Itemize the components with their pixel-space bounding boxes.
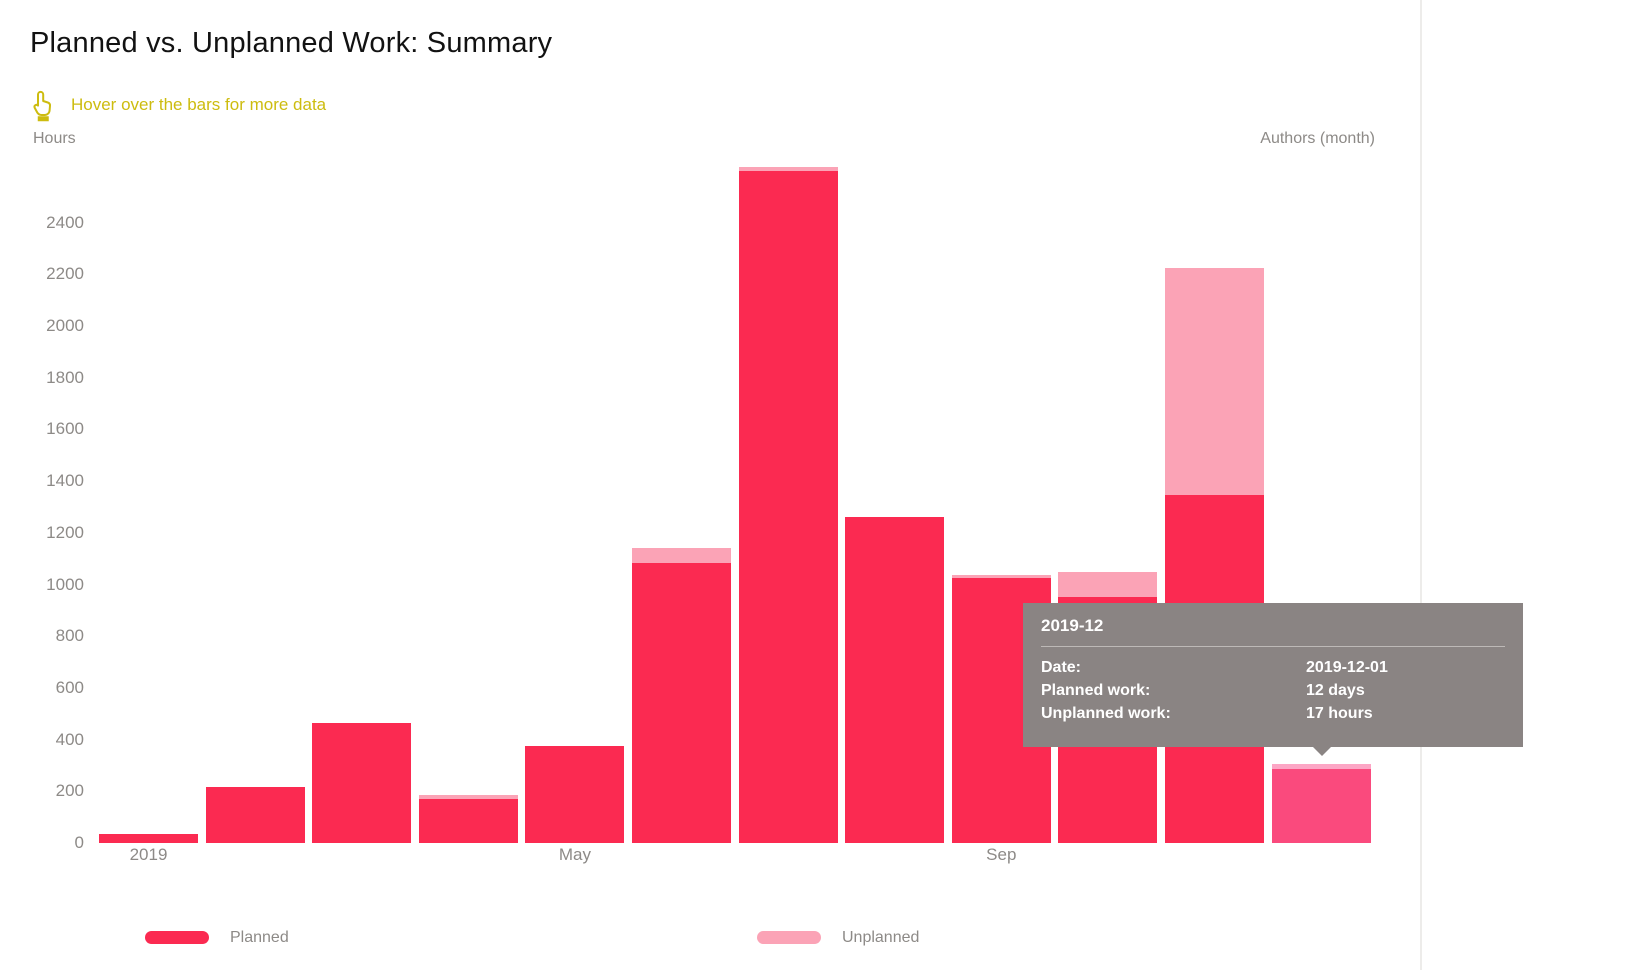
y-tick-label: 600: [55, 677, 84, 697]
bar-unplanned-2019-07[interactable]: [738, 167, 838, 171]
tooltip-arrow-icon: [1313, 747, 1331, 756]
bar-planned-2019-02[interactable]: [205, 787, 305, 843]
tooltip-row-value: 17 hours: [1306, 705, 1373, 722]
y-tick-label: 1600: [46, 419, 84, 439]
bar-planned-2019-08[interactable]: [845, 517, 945, 843]
legend-swatch: [145, 931, 209, 944]
tooltip-row-label: Unplanned work:: [1041, 705, 1171, 722]
y-tick-label: 400: [55, 729, 84, 749]
tooltip-row: Planned work: 12 days: [1041, 679, 1505, 702]
tooltip-row-label: Date:: [1041, 659, 1082, 676]
y-tick-label: 200: [55, 781, 84, 801]
bar-planned-2019-01[interactable]: [99, 833, 198, 843]
bar-unplanned-2019-09[interactable]: [951, 575, 1051, 579]
y-tick-label: 800: [55, 626, 84, 646]
bar-planned-2019-03[interactable]: [312, 722, 412, 843]
page-title: Planned vs. Unplanned Work: Summary: [30, 27, 553, 59]
tooltip-row: Date: 2019-12-01: [1041, 656, 1505, 679]
y-axis-title: Hours: [33, 130, 76, 147]
bar-unplanned-2019-10[interactable]: [1058, 571, 1158, 598]
y-tick-label: 1800: [46, 367, 84, 387]
bar-planned-2019-04[interactable]: [418, 799, 518, 843]
bar-unplanned-2019-06[interactable]: [632, 548, 731, 563]
tooltip-row-label: Planned work:: [1041, 682, 1151, 699]
bar-unplanned-2019-12[interactable]: [1271, 764, 1371, 769]
y-tick-label: 2200: [46, 264, 84, 284]
bar-unplanned-2019-11[interactable]: [1165, 267, 1264, 496]
y-tick-label: 1000: [46, 574, 84, 594]
y-tick-label: 2400: [46, 212, 84, 232]
bar-unplanned-2019-04[interactable]: [418, 795, 518, 800]
tooltip: 2019-12 Date: 2019-12-01 Planned work: 1…: [1023, 603, 1523, 756]
y-tick-label: 1400: [46, 471, 84, 491]
tooltip-row-value: 12 days: [1306, 682, 1365, 699]
y-tick-label: 1200: [46, 522, 84, 542]
x-tick-label-Sep: Sep: [986, 845, 1017, 864]
hint-text: Hover over the bars for more data: [71, 95, 327, 114]
tooltip-divider: [1041, 646, 1505, 647]
legend-label: Planned: [230, 928, 289, 946]
tooltip-row: Unplanned work: 17 hours: [1041, 702, 1505, 725]
legend-item-unplanned[interactable]: Unplanned: [757, 928, 919, 947]
bar-planned-2019-05[interactable]: [525, 746, 625, 843]
pointing-hand-icon: [33, 90, 51, 122]
y-tick-label: 0: [74, 833, 84, 852]
x-axis-title: Authors (month): [1260, 130, 1375, 147]
panel-divider: [1420, 0, 1422, 970]
legend-label: Unplanned: [842, 928, 920, 946]
bar-planned-2019-07[interactable]: [738, 170, 838, 843]
hover-hint: Hover over the bars for more data: [30, 88, 326, 122]
bar-planned-2019-12[interactable]: [1271, 768, 1371, 843]
tooltip-row-value: 2019-12-01: [1306, 659, 1388, 676]
legend-item-planned[interactable]: Planned: [145, 928, 289, 947]
x-tick-label-2019: 2019: [129, 845, 168, 864]
bar-planned-2019-06[interactable]: [632, 562, 731, 843]
legend-swatch: [757, 931, 821, 944]
y-tick-label: 2000: [46, 316, 84, 335]
x-tick-label-May: May: [558, 845, 591, 864]
tooltip-header: 2019-12: [1041, 616, 1104, 635]
